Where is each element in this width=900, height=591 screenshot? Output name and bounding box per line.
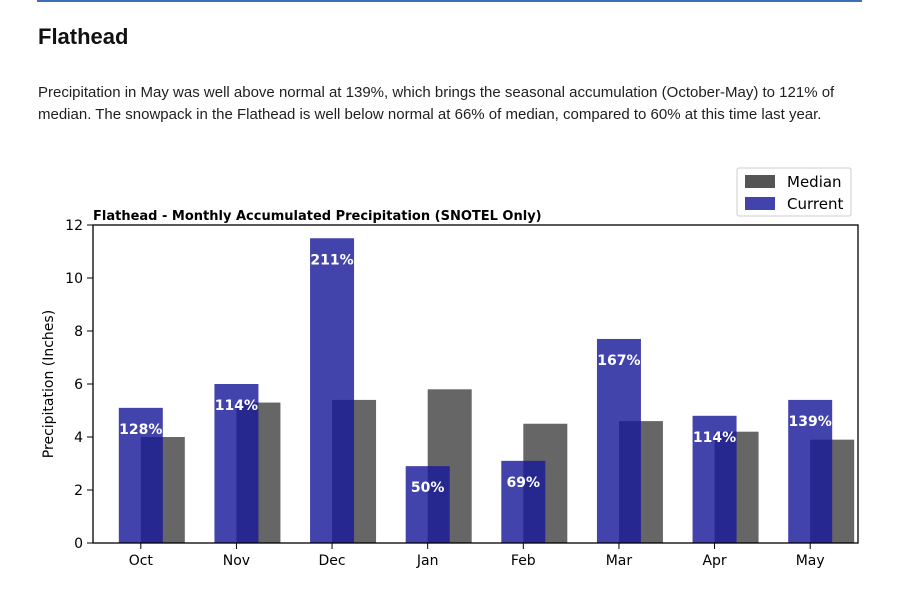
- percent-of-median-label: 167%: [597, 353, 640, 369]
- y-tick-label: 4: [74, 430, 83, 446]
- y-tick-label: 6: [74, 377, 83, 393]
- y-tick-label: 12: [65, 218, 83, 234]
- current-bar: [310, 238, 355, 543]
- x-tick-label: Feb: [511, 553, 536, 569]
- legend-swatch-current: [745, 197, 775, 210]
- percent-of-median-label: 114%: [215, 398, 258, 414]
- y-tick-label: 8: [74, 324, 83, 340]
- percent-of-median-label: 128%: [119, 422, 162, 438]
- current-bar: [692, 415, 737, 543]
- legend-label-current: Current: [787, 195, 843, 213]
- percent-of-median-label: 114%: [693, 430, 736, 446]
- x-tick-label: Dec: [319, 553, 346, 569]
- summary-paragraph: Precipitation in May was well above norm…: [38, 84, 835, 123]
- current-bar: [788, 399, 833, 543]
- top-divider: [37, 0, 862, 2]
- current-bar: [118, 407, 163, 543]
- chart-title: Flathead - Monthly Accumulated Precipita…: [93, 209, 542, 224]
- x-tick-label: Jan: [416, 553, 439, 569]
- y-tick-label: 0: [74, 536, 83, 552]
- x-tick-label: Nov: [223, 553, 250, 569]
- percent-of-median-label: 139%: [789, 414, 832, 430]
- x-tick-label: Oct: [129, 553, 154, 569]
- percent-of-median-label: 211%: [310, 252, 353, 268]
- section-heading: Flathead: [38, 24, 129, 49]
- x-tick-label: Mar: [606, 553, 633, 569]
- legend-swatch-median: [745, 175, 775, 188]
- percent-of-median-label: 50%: [411, 480, 445, 496]
- y-tick-label: 2: [74, 483, 83, 499]
- y-tick-label: 10: [65, 271, 83, 287]
- percent-of-median-label: 69%: [507, 475, 541, 491]
- current-bar: [214, 384, 259, 543]
- y-axis-title: Precipitation (Inches): [41, 310, 57, 458]
- legend-label-median: Median: [787, 173, 842, 191]
- x-tick-label: Apr: [702, 553, 726, 569]
- current-bar: [501, 460, 546, 543]
- current-bar: [405, 466, 450, 543]
- x-tick-label: May: [796, 553, 825, 569]
- current-bar: [596, 338, 641, 543]
